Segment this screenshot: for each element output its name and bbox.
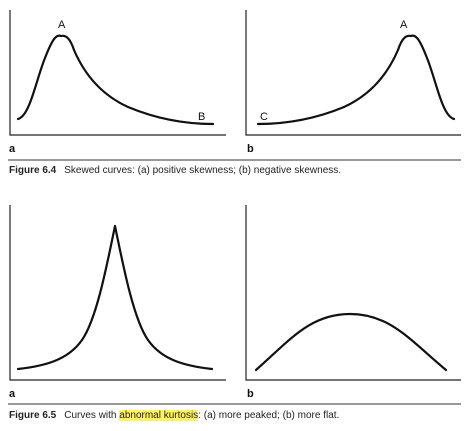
point-label-a: A [400, 19, 408, 31]
figure-number: Figure 6.4 [9, 165, 57, 176]
flat-curve [254, 312, 448, 372]
positive-skew-curve [16, 34, 215, 126]
figure-6-5-caption: Figure 6.5 Curves with abnormal kurtosis:… [9, 410, 339, 421]
panel-sublabel-a: a [9, 143, 16, 155]
caption-text-pre: Curves with [64, 410, 120, 421]
figure-6-4-caption: Figure 6.4 Skewed curves: (a) positive sk… [9, 165, 341, 176]
panel-sublabel-b: b [247, 388, 254, 400]
panel-axes [245, 10, 461, 136]
panel-sublabel-a: a [9, 388, 16, 400]
point-label-c: C [260, 111, 268, 123]
fig-6-5-panel-a: a [9, 205, 226, 400]
negative-skew-curve [256, 34, 456, 126]
panel-axes [9, 205, 226, 381]
figure-number: Figure 6.5 [9, 410, 57, 421]
caption-text: Skewed curves: (a) positive skewness; (b… [64, 165, 342, 176]
point-label-a: A [58, 19, 66, 31]
point-label-b: B [198, 111, 205, 123]
panel-axes [9, 10, 226, 136]
fig-6-5-panel-b: b [245, 205, 461, 400]
fig-6-4-panel-a: A B a [9, 10, 226, 155]
panel-axes [245, 205, 461, 381]
panel-sublabel-b: b [247, 143, 254, 155]
fig-6-4-panel-b: C A b [245, 10, 461, 155]
caption-text-post: : (a) more peaked; (b) more flat. [198, 410, 340, 421]
highlighted-term[interactable]: abnormal kurtosis [119, 410, 199, 421]
peaked-curve [16, 224, 214, 371]
